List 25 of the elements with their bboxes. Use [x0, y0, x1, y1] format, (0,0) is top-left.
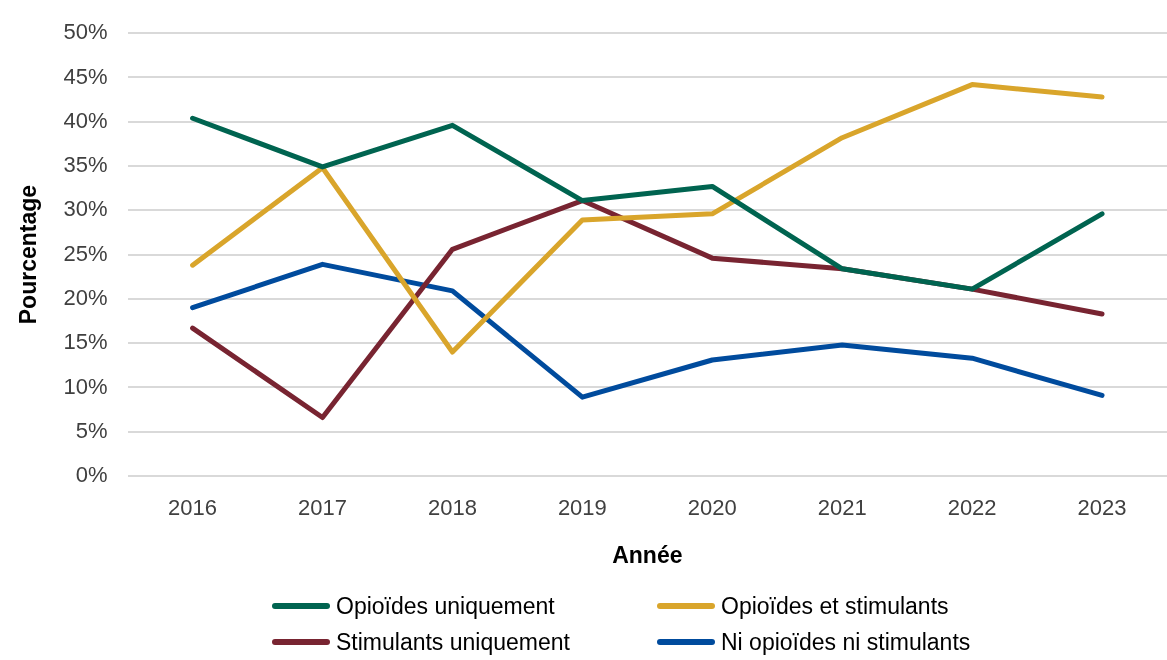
y-tick-label: 30% [63, 196, 108, 222]
legend-label: Ni opioïdes ni stimulants [721, 628, 971, 656]
legend-label: Opioïdes et stimulants [721, 592, 949, 620]
x-tick-label: 2018 [427, 495, 477, 521]
y-tick-label: 5% [75, 417, 108, 443]
y-tick-label: 25% [63, 240, 108, 266]
x-tick-label: 2016 [168, 495, 218, 521]
x-tick-label: 2020 [687, 495, 737, 521]
y-tick-label: 50% [63, 19, 108, 45]
y-axis-title: Pourcentage [15, 184, 42, 325]
y-tick-label: 40% [63, 107, 108, 133]
y-tick-label: 0% [75, 462, 108, 488]
y-tick-label: 10% [63, 373, 108, 399]
y-tick-label: 45% [63, 63, 108, 89]
y-tick-label: 15% [63, 329, 108, 355]
y-tick-label: 20% [63, 284, 108, 310]
x-tick-label: 2023 [1077, 495, 1127, 521]
x-axis-title: Année [612, 541, 683, 568]
x-tick-label: 2017 [298, 495, 347, 521]
x-tick-label: 2022 [947, 495, 997, 521]
y-tick-label: 35% [63, 152, 108, 178]
x-tick-label: 2021 [817, 495, 867, 521]
legend-label: Opioïdes uniquement [336, 592, 555, 620]
x-tick-label: 2019 [557, 495, 607, 521]
legend-label: Stimulants uniquement [336, 628, 570, 656]
